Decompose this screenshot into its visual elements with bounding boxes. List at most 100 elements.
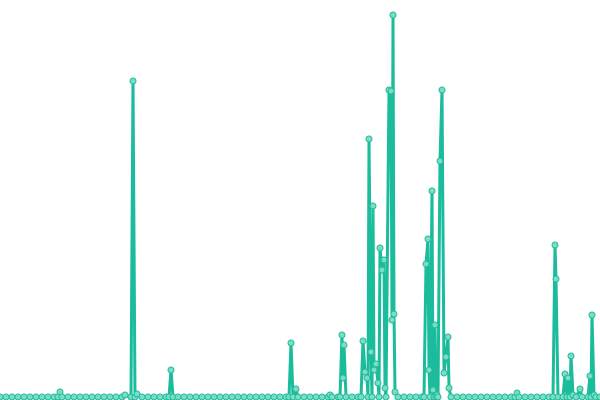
- data-point: [300, 393, 308, 400]
- data-point: [515, 393, 523, 400]
- data-point: [388, 316, 396, 324]
- data-point: [129, 77, 137, 85]
- data-point: [400, 393, 408, 400]
- data-point: [444, 333, 452, 341]
- data-point: [527, 393, 535, 400]
- series-line: [0, 13, 600, 399]
- data-point: [20, 393, 28, 400]
- data-point: [429, 386, 437, 394]
- data-point: [434, 393, 442, 400]
- data-point: [387, 87, 395, 95]
- data-point: [138, 393, 146, 400]
- data-point: [483, 393, 491, 400]
- data-point: [391, 388, 399, 396]
- data-point: [389, 11, 397, 19]
- data-point: [576, 385, 584, 393]
- data-point: [156, 393, 164, 400]
- data-point: [204, 393, 212, 400]
- data-point: [471, 393, 479, 400]
- data-point: [222, 393, 230, 400]
- data-point: [572, 393, 580, 400]
- data-point: [447, 393, 455, 400]
- data-point: [363, 374, 371, 382]
- data-point: [365, 135, 373, 143]
- data-point: [465, 393, 473, 400]
- data-point: [58, 393, 66, 400]
- data-point: [312, 393, 320, 400]
- data-point: [340, 341, 348, 349]
- data-point: [26, 393, 34, 400]
- data-point: [342, 393, 350, 400]
- data-point: [8, 393, 16, 400]
- data-point: [192, 393, 200, 400]
- data-point: [420, 393, 428, 400]
- data-point: [425, 366, 433, 374]
- data-point: [112, 393, 120, 400]
- data-point: [588, 311, 596, 319]
- data-point: [88, 393, 96, 400]
- data-point: [106, 393, 114, 400]
- data-point: [82, 393, 90, 400]
- data-point: [2, 393, 10, 400]
- data-point: [367, 348, 375, 356]
- data-point: [445, 384, 453, 392]
- data-point: [477, 393, 485, 400]
- data-point: [246, 393, 254, 400]
- data-point: [361, 368, 369, 376]
- data-point: [564, 374, 572, 382]
- data-point: [258, 393, 266, 400]
- data-point: [328, 393, 336, 400]
- data-point: [424, 235, 432, 243]
- data-point: [348, 393, 356, 400]
- data-point: [442, 353, 450, 361]
- data-point: [234, 393, 242, 400]
- data-point: [210, 393, 218, 400]
- data-point: [338, 331, 346, 339]
- data-point: [394, 393, 402, 400]
- data-point: [381, 384, 389, 392]
- data-point: [539, 393, 547, 400]
- data-point: [252, 393, 260, 400]
- data-point: [167, 366, 175, 374]
- data-point: [359, 337, 367, 345]
- data-point: [180, 393, 188, 400]
- data-point: [287, 339, 295, 347]
- data-point: [186, 393, 194, 400]
- data-point: [422, 260, 430, 268]
- data-point: [438, 86, 446, 94]
- data-point: [431, 321, 439, 329]
- data-point-group: [0, 11, 600, 400]
- data-point: [240, 393, 248, 400]
- data-point: [436, 157, 444, 165]
- data-point: [380, 256, 388, 264]
- series-line-group: [0, 13, 600, 399]
- data-point: [369, 202, 377, 210]
- data-point: [440, 369, 448, 377]
- data-point: [133, 390, 141, 398]
- data-point: [64, 393, 72, 400]
- data-point: [533, 393, 541, 400]
- data-point: [150, 393, 158, 400]
- data-point: [70, 393, 78, 400]
- data-point: [552, 275, 560, 283]
- data-point: [270, 393, 278, 400]
- data-point: [216, 393, 224, 400]
- data-point: [276, 393, 284, 400]
- data-point: [521, 393, 529, 400]
- data-point: [121, 391, 129, 399]
- data-point: [318, 393, 326, 400]
- data-point: [306, 393, 314, 400]
- data-point: [294, 393, 302, 400]
- data-point: [264, 393, 272, 400]
- data-point: [44, 393, 52, 400]
- data-point: [38, 393, 46, 400]
- data-point: [551, 241, 559, 249]
- data-point: [578, 393, 586, 400]
- data-point: [228, 393, 236, 400]
- data-point: [390, 310, 398, 318]
- data-point: [100, 393, 108, 400]
- data-point: [372, 360, 380, 368]
- data-point: [144, 393, 152, 400]
- data-point: [378, 266, 386, 274]
